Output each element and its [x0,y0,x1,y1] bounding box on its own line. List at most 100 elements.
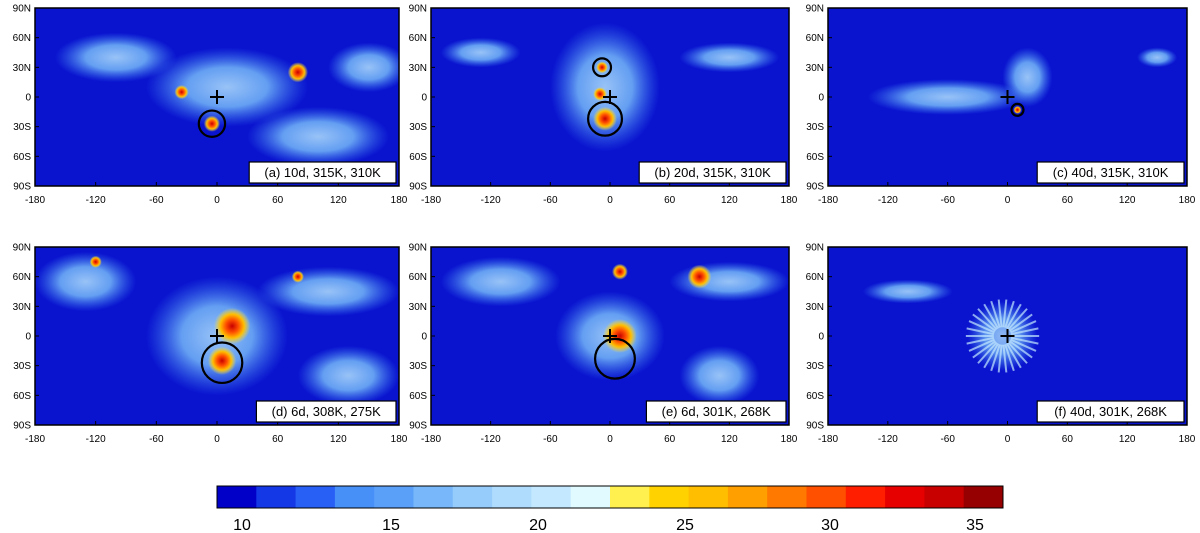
y-tick-label: 90S [13,421,31,432]
y-tick-label: 60N [13,33,31,44]
x-tick-label: 120 [330,434,347,445]
storm-circle [1010,102,1025,117]
panel-label: (e) 6d, 301K, 268K [662,404,771,419]
y-tick-label: 90N [806,243,824,254]
x-tick-label: 120 [330,195,347,206]
colorbar-label: 35 [966,517,984,533]
panels: -180 -120 -60 0 60 120 180 90N 60N 30N 0 30S 60S 90S (… [13,4,1196,446]
ring-spoke [977,341,998,364]
y-tick-label: 90N [806,4,824,15]
plus-marker [210,329,224,343]
colorbar: 10 15 20 25 30 35 [216,485,1004,533]
y-tick-label: 90N [13,4,31,15]
ring-spoke [997,299,1003,328]
x-tick-label: 120 [721,434,738,445]
y-tick-label: 0 [421,93,427,104]
y-tick-label: 30S [409,122,427,133]
panel-label-box [255,400,397,423]
x-tick-label: 180 [781,195,798,206]
x-tick-label: -60 [940,434,955,445]
y-tick-label: 60N [409,33,427,44]
storm-circle [197,109,227,138]
y-tick-label: 60N [806,33,824,44]
storm-circle [587,100,624,137]
ring-spoke [972,340,997,359]
x-tick-label: -180 [421,434,441,445]
y-tick-label: 60S [806,391,824,402]
y-tick-label: 30N [13,302,31,313]
y-tick-label: 30S [806,122,824,133]
colorbar-swatch [492,486,532,508]
hot-region [596,61,609,74]
ring-spoke [968,320,995,334]
colorbar-swatch [885,486,925,508]
x-tick-label: -180 [421,195,441,206]
x-tick-label: -180 [25,195,45,206]
colorbar-frame [216,485,1004,509]
storm-circle [593,337,636,380]
ring-spoke [1007,341,1028,364]
cool-region [679,345,760,406]
colorbar-swatch [413,486,454,508]
x-tick-label: -60 [543,195,558,206]
y-tick-label: 60S [409,152,427,163]
panel-label: (f) 40d, 301K, 268K [1054,404,1167,419]
colorbar-swatch [334,486,375,508]
colorbar-swatch [452,486,493,508]
cool-region [257,266,399,317]
colorbar-label: 20 [529,517,547,533]
y-tick-label: 60N [13,272,31,283]
ring-spoke [983,343,1000,369]
x-tick-label: 0 [607,195,613,206]
x-tick-label: 0 [1005,195,1011,206]
y-tick-label: 90N [409,4,427,15]
ring-spoke [1010,338,1037,352]
ring-spoke [1007,308,1028,331]
x-tick-label: -60 [149,195,164,206]
y-tick-label: 30S [13,361,31,372]
colorbar-swatch [374,486,414,508]
colorbar-swatch [217,486,257,508]
panel-label: (d) 6d, 308K, 275K [272,404,381,419]
colorbar-swatch [924,486,965,508]
ring-spoke [977,308,998,331]
y-tick-label: 30S [13,122,31,133]
x-tick-label: -60 [149,434,164,445]
colorbar-swatch [295,486,336,508]
cool-region [679,42,780,73]
x-tick-label: 60 [664,195,676,206]
ring-spoke [1004,300,1015,329]
y-tick-label: 30N [13,63,31,74]
colorbar-swatch [531,486,572,508]
y-tick-label: 30S [409,361,427,372]
y-tick-label: 30N [409,302,427,313]
x-tick-label: 0 [607,434,613,445]
x-tick-label: 60 [664,434,676,445]
ring-spoke [1004,343,1015,372]
x-tick-label: 0 [214,434,220,445]
y-tick-label: 30N [806,302,824,313]
x-tick-label: -120 [86,195,106,206]
x-tick-label: -180 [818,434,838,445]
ring-spoke [968,338,995,352]
ring-spoke [990,343,1001,372]
cool-region [1002,47,1053,107]
panel-e: -180 -120 -60 0 60 120 180 90N 60N 30N 0 30S 60S 90S (… [409,243,798,446]
hot-region [89,255,102,268]
ring-spoke [1010,336,1039,345]
y-tick-label: 0 [818,93,824,104]
y-tick-label: 90N [13,243,31,254]
panel-c: -180 -120 -60 0 60 120 180 90N 60N 30N 0 30S 60S 90S (… [806,4,1196,207]
x-tick-label: 60 [272,195,284,206]
panel-d: -180 -120 -60 0 60 120 180 90N 60N 30N 0 30S 60S 90S (… [13,243,408,446]
cool-region [146,47,308,127]
y-tick-label: 60S [409,391,427,402]
x-tick-label: -120 [878,195,898,206]
y-tick-label: 0 [421,332,427,343]
panel-label-box [638,161,787,184]
colorbar-swatch [727,486,768,508]
colorbar-swatch [688,486,729,508]
colorbar-label: 10 [233,517,251,533]
hot-region [593,87,608,101]
y-tick-label: 90S [409,182,427,193]
